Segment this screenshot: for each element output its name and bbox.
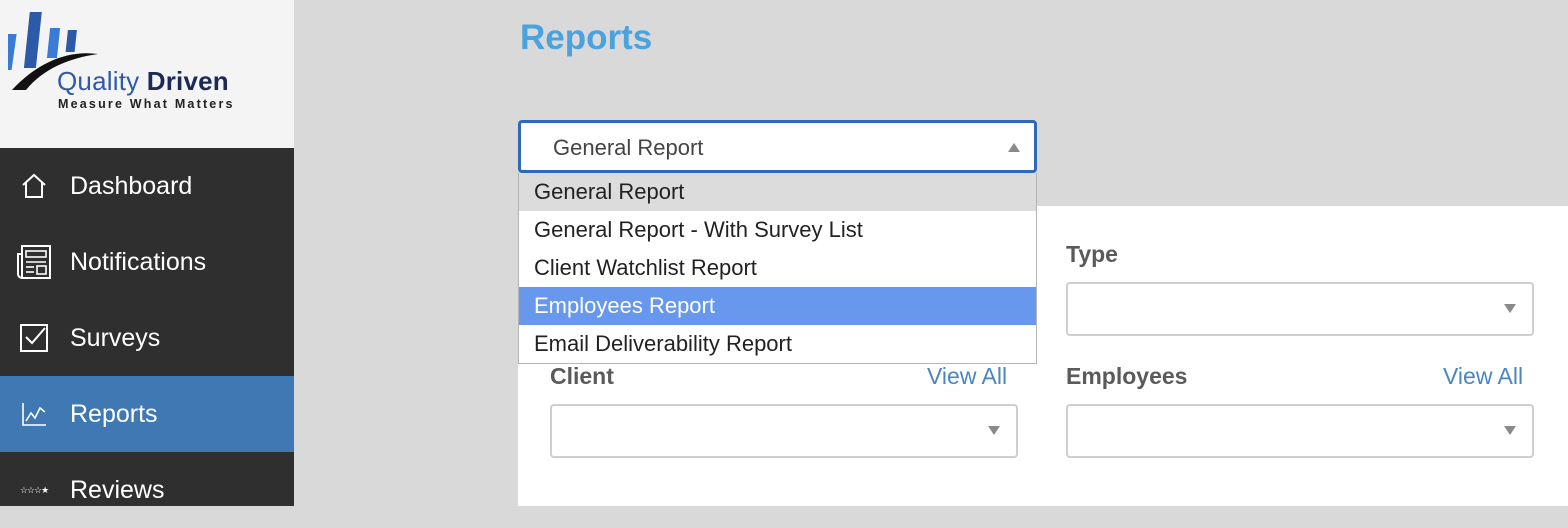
- logo[interactable]: Quality Driven Measure What Matters: [0, 0, 294, 148]
- option-employees-report[interactable]: Employees Report: [519, 287, 1036, 325]
- chevron-up-icon: [1008, 143, 1020, 152]
- sidebar-item-label: Reviews: [70, 475, 165, 504]
- sidebar-item-reports[interactable]: Reports: [0, 376, 294, 452]
- chevron-down-icon: [1504, 304, 1516, 313]
- option-general-report[interactable]: General Report: [519, 173, 1036, 211]
- employees-select[interactable]: [1066, 404, 1534, 458]
- option-email-deliverability-report[interactable]: Email Deliverability Report: [534, 331, 792, 356]
- chevron-down-icon: [988, 426, 1000, 435]
- chevron-down-icon: [1504, 426, 1516, 435]
- sidebar-item-surveys[interactable]: Surveys: [0, 300, 294, 376]
- report-type-value: General Report: [553, 135, 704, 160]
- stars-icon: ☆☆☆★: [19, 484, 49, 495]
- logo-tagline: Measure What Matters: [58, 97, 235, 111]
- option-general-report-with-survey-list[interactable]: General Report - With Survey List: [534, 217, 863, 242]
- report-type-options: General Report General Report - With Sur…: [518, 173, 1037, 364]
- line-chart-icon: [14, 394, 54, 434]
- home-icon: [14, 166, 54, 206]
- option-client-watchlist-report[interactable]: Client Watchlist Report: [534, 255, 757, 280]
- employees-view-all-link[interactable]: View All: [1443, 363, 1524, 389]
- checkbox-icon: [14, 318, 54, 358]
- sidebar: Quality Driven Measure What Matters Dash…: [0, 0, 294, 506]
- sidebar-item-label: Reports: [70, 399, 158, 428]
- logo-name: Quality Driven: [57, 66, 229, 96]
- employees-label: Employees: [1066, 363, 1188, 389]
- client-select[interactable]: [550, 404, 1018, 458]
- logo-mark-icon: [8, 12, 98, 90]
- sidebar-item-dashboard[interactable]: Dashboard: [0, 148, 294, 224]
- page-title: Reports: [520, 18, 653, 57]
- client-label: Client: [550, 363, 614, 389]
- type-label: Type: [1066, 241, 1118, 267]
- sidebar-item-label: Surveys: [70, 323, 161, 352]
- type-select[interactable]: [1066, 282, 1534, 336]
- newspaper-icon: [14, 242, 54, 282]
- client-view-all-link[interactable]: View All: [927, 363, 1008, 389]
- report-type-select[interactable]: General Report: [518, 120, 1037, 173]
- sidebar-item-reviews[interactable]: ☆☆☆★ Reviews: [0, 452, 294, 528]
- sidebar-item-label: Notifications: [70, 247, 207, 276]
- sidebar-item-notifications[interactable]: Notifications: [0, 224, 294, 300]
- sidebar-item-label: Dashboard: [70, 171, 193, 200]
